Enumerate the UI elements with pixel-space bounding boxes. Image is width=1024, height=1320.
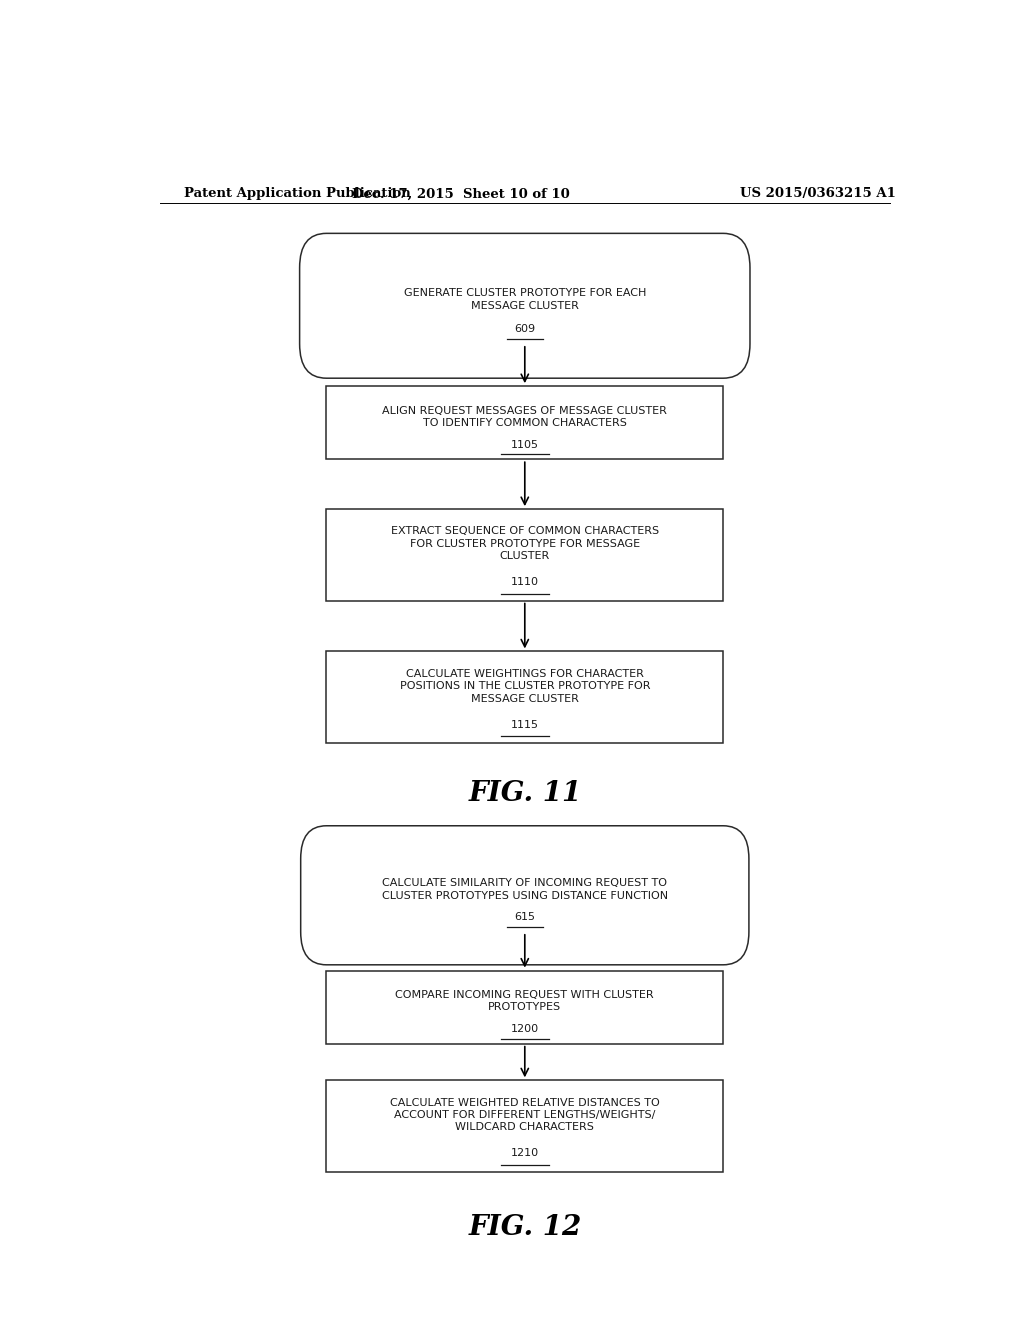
Text: FIG. 11: FIG. 11 xyxy=(468,780,582,807)
Text: US 2015/0363215 A1: US 2015/0363215 A1 xyxy=(740,187,896,201)
Text: ALIGN REQUEST MESSAGES OF MESSAGE CLUSTER
TO IDENTIFY COMMON CHARACTERS: ALIGN REQUEST MESSAGES OF MESSAGE CLUSTE… xyxy=(382,405,668,428)
FancyBboxPatch shape xyxy=(327,510,723,601)
Text: 1200: 1200 xyxy=(511,1024,539,1034)
FancyBboxPatch shape xyxy=(327,970,723,1044)
Text: COMPARE INCOMING REQUEST WITH CLUSTER
PROTOTYPES: COMPARE INCOMING REQUEST WITH CLUSTER PR… xyxy=(395,990,654,1012)
Text: Dec. 17, 2015  Sheet 10 of 10: Dec. 17, 2015 Sheet 10 of 10 xyxy=(352,187,570,201)
Text: 1115: 1115 xyxy=(511,719,539,730)
Text: 1105: 1105 xyxy=(511,440,539,450)
Text: 1110: 1110 xyxy=(511,577,539,587)
Text: Patent Application Publication: Patent Application Publication xyxy=(183,187,411,201)
Text: EXTRACT SEQUENCE OF COMMON CHARACTERS
FOR CLUSTER PROTOTYPE FOR MESSAGE
CLUSTER: EXTRACT SEQUENCE OF COMMON CHARACTERS FO… xyxy=(391,527,658,561)
Text: GENERATE CLUSTER PROTOTYPE FOR EACH
MESSAGE CLUSTER: GENERATE CLUSTER PROTOTYPE FOR EACH MESS… xyxy=(403,289,646,312)
FancyBboxPatch shape xyxy=(327,385,723,459)
Text: CALCULATE SIMILARITY OF INCOMING REQUEST TO
CLUSTER PROTOTYPES USING DISTANCE FU: CALCULATE SIMILARITY OF INCOMING REQUEST… xyxy=(382,878,668,900)
Text: 609: 609 xyxy=(514,323,536,334)
FancyBboxPatch shape xyxy=(301,826,749,965)
Text: CALCULATE WEIGHTINGS FOR CHARACTER
POSITIONS IN THE CLUSTER PROTOTYPE FOR
MESSAG: CALCULATE WEIGHTINGS FOR CHARACTER POSIT… xyxy=(399,669,650,704)
FancyBboxPatch shape xyxy=(327,651,723,743)
Text: 615: 615 xyxy=(514,912,536,923)
Text: CALCULATE WEIGHTED RELATIVE DISTANCES TO
ACCOUNT FOR DIFFERENT LENGTHS/WEIGHTS/
: CALCULATE WEIGHTED RELATIVE DISTANCES TO… xyxy=(390,1098,659,1133)
FancyBboxPatch shape xyxy=(327,1080,723,1172)
Text: FIG. 12: FIG. 12 xyxy=(468,1214,582,1241)
Text: 1210: 1210 xyxy=(511,1148,539,1159)
FancyBboxPatch shape xyxy=(300,234,750,379)
